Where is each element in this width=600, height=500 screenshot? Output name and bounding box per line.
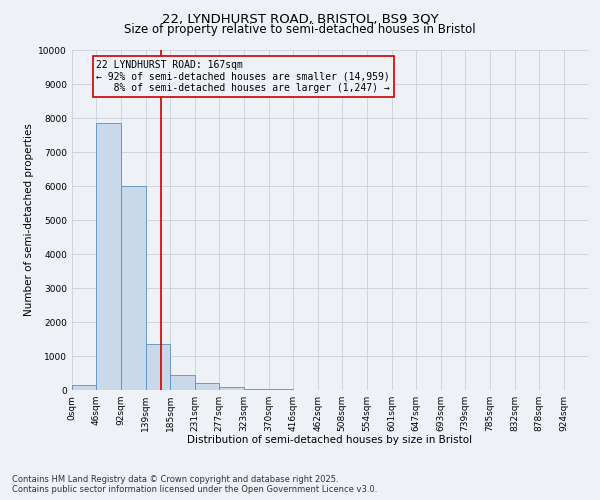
Bar bbox=[195, 383, 220, 390]
Bar bbox=[121, 186, 146, 390]
X-axis label: Distribution of semi-detached houses by size in Bristol: Distribution of semi-detached houses by … bbox=[187, 436, 473, 446]
Bar bbox=[244, 389, 269, 390]
Bar bbox=[97, 123, 121, 390]
Text: Size of property relative to semi-detached houses in Bristol: Size of property relative to semi-detach… bbox=[124, 22, 476, 36]
Bar bbox=[146, 344, 170, 390]
Text: Contains HM Land Registry data © Crown copyright and database right 2025.
Contai: Contains HM Land Registry data © Crown c… bbox=[12, 474, 377, 494]
Bar bbox=[170, 374, 195, 390]
Y-axis label: Number of semi-detached properties: Number of semi-detached properties bbox=[24, 124, 34, 316]
Bar bbox=[72, 385, 97, 390]
Bar bbox=[220, 386, 244, 390]
Text: 22 LYNDHURST ROAD: 167sqm
← 92% of semi-detached houses are smaller (14,959)
   : 22 LYNDHURST ROAD: 167sqm ← 92% of semi-… bbox=[97, 60, 390, 94]
Text: 22, LYNDHURST ROAD, BRISTOL, BS9 3QY: 22, LYNDHURST ROAD, BRISTOL, BS9 3QY bbox=[161, 12, 439, 26]
